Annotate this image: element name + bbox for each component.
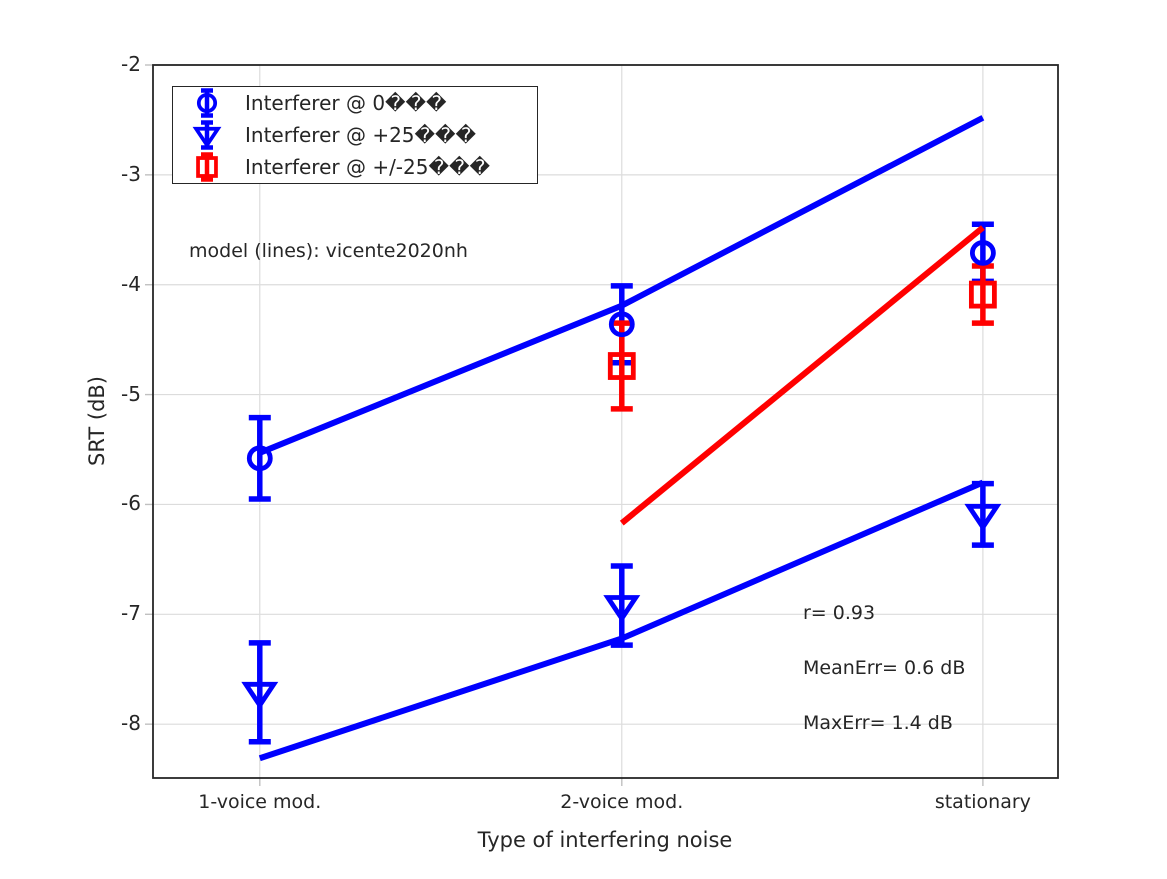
circle-marker	[608, 311, 635, 338]
legend-label: Interferer @ +25���	[245, 123, 477, 147]
legend-item: Interferer @ +25���	[173, 120, 537, 150]
square-marker	[968, 280, 997, 309]
maxerr-annotation: MaxErr= 1.4 dB	[803, 712, 953, 734]
y-tick-label: -3	[121, 161, 141, 186]
legend: Interferer @ 0��� Interferer @ +25��� In…	[172, 86, 538, 184]
model-line-pm25deg	[619, 225, 985, 526]
triangle-down-marker	[241, 681, 279, 710]
legend-item: Interferer @ +/-25���	[173, 152, 537, 182]
y-tick-label: -2	[121, 52, 141, 77]
circle-marker	[969, 239, 996, 266]
legend-label: Interferer @ 0���	[245, 91, 447, 115]
y-axis-label: SRT (dB)	[85, 375, 109, 467]
x-tick-label: 1-voice mod.	[198, 791, 322, 813]
x-tick-label: stationary	[934, 791, 1031, 813]
model-annotation: model (lines): vicente2020nh	[189, 240, 468, 262]
square-marker	[196, 156, 218, 178]
plot-border	[152, 64, 1059, 779]
y-tick-label: -5	[121, 381, 141, 406]
r-annotation: r= 0.93	[803, 602, 876, 624]
errorbar-circle-icon	[196, 88, 218, 118]
square-marker	[607, 352, 636, 380]
model-line-p25deg	[258, 479, 985, 762]
circle-marker	[196, 92, 218, 114]
y-tick-label: -4	[121, 271, 141, 296]
y-tick-label: -8	[121, 711, 141, 736]
circle-marker	[246, 445, 273, 472]
model-line-0deg	[258, 115, 985, 456]
y-tick-label: -6	[121, 491, 141, 516]
legend-item: Interferer @ 0���	[173, 88, 537, 118]
legend-label: Interferer @ +/-25���	[245, 155, 490, 179]
errorbar-square-icon	[196, 152, 218, 182]
triangle-down-marker	[192, 126, 222, 149]
errorbar-triangle-down-icon	[192, 120, 222, 150]
triangle-down-marker	[964, 503, 1002, 532]
x-tick-label: 2-voice mod.	[560, 791, 684, 813]
x-axis-label: Type of interfering noise	[477, 828, 733, 852]
triangle-down-marker	[603, 595, 641, 623]
y-tick-label: -7	[121, 601, 141, 626]
meanerr-annotation: MeanErr= 0.6 dB	[803, 657, 966, 679]
